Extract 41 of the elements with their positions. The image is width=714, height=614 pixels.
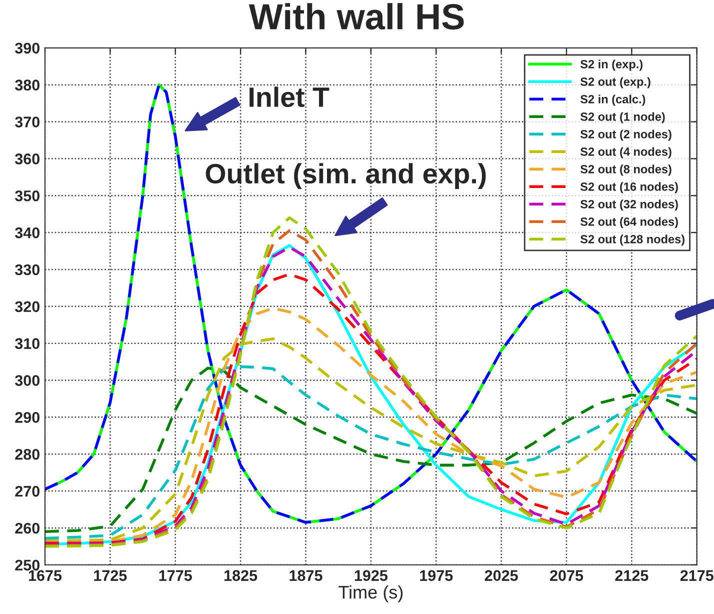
legend-label: S2 out (exp.) — [580, 77, 650, 88]
y-tick-label: 250 — [15, 560, 40, 571]
x-tick-label: 2125 — [615, 570, 648, 581]
x-tick-label: 2025 — [484, 570, 518, 581]
y-tick-label: 350 — [14, 190, 40, 202]
x-tick-label: 1825 — [224, 570, 258, 581]
x-tick-label: 1725 — [94, 570, 127, 581]
legend-label: S2 out (32 nodes) — [580, 200, 678, 211]
y-tick-label: 290 — [15, 412, 40, 423]
y-tick-label: 280 — [15, 448, 40, 460]
legend-label: S2 out (64 nodes) — [580, 217, 678, 228]
y-tick-label: 390 — [14, 42, 40, 54]
legend-label: S2 out (4 nodes) — [580, 147, 672, 158]
x-axis-title: Time (s) — [338, 585, 403, 602]
y-tick-label: 300 — [14, 375, 40, 386]
legend-label: S2 out (128 nodes) — [580, 234, 684, 246]
y-tick-label: 360 — [14, 154, 40, 164]
y-tick-label: 340 — [14, 227, 40, 238]
legend-label: S2 out (8 nodes) — [580, 164, 672, 176]
x-tick-label: 1975 — [420, 570, 453, 581]
legend-label: S2 out (1 node) — [580, 112, 665, 124]
x-tick-label: 2175 — [680, 570, 714, 581]
legend-label: S2 out (2 nodes) — [580, 130, 672, 141]
legend-label: S2 in (exp.) — [580, 60, 642, 71]
x-tick-label: 1675 — [28, 570, 62, 581]
x-tick-label: 1925 — [354, 570, 388, 581]
y-tick-label: 320 — [14, 301, 40, 312]
y-tick-label: 270 — [15, 486, 40, 497]
x-tick-label: 2075 — [550, 570, 584, 581]
annotation: Outlet (sim. and exp.) — [206, 163, 486, 190]
x-tick-label: 1775 — [159, 570, 192, 581]
y-tick-label: 330 — [14, 264, 40, 276]
annotation: Inlet T — [250, 86, 330, 108]
y-tick-label: 370 — [14, 116, 40, 128]
y-tick-label: 310 — [14, 338, 40, 350]
chart-title: With wall HS — [248, 3, 464, 30]
legend-label: S2 out (16 nodes) — [580, 182, 678, 194]
y-tick-label: 380 — [14, 80, 40, 91]
legend-label: S2 in (calc.) — [580, 94, 646, 106]
y-tick-label: 260 — [15, 522, 40, 534]
x-tick-label: 1875 — [290, 570, 322, 581]
